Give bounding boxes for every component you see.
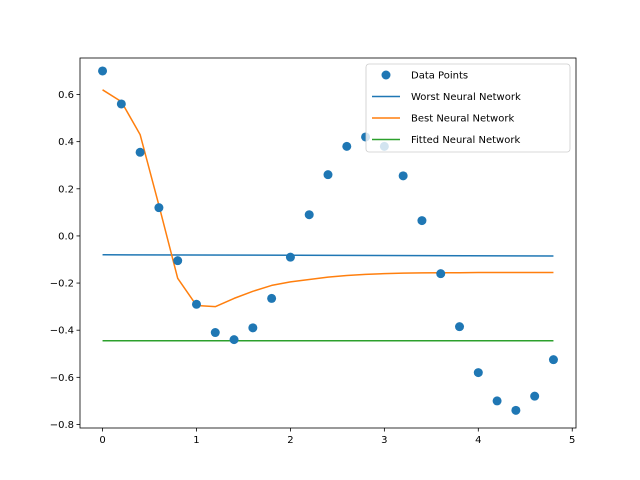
data-point — [455, 322, 465, 332]
data-point — [417, 216, 427, 226]
legend-label-2: Best Neural Network — [411, 114, 514, 125]
data-point — [285, 252, 295, 262]
data-point — [135, 147, 145, 157]
y-tick-label: 0.4 — [58, 137, 74, 148]
y-tick-label: 0.0 — [58, 231, 74, 242]
data-point — [248, 323, 258, 333]
data-point — [304, 210, 314, 220]
x-tick-label: 0 — [99, 435, 105, 446]
legend-box — [365, 63, 571, 153]
data-point — [436, 269, 446, 279]
plot-area — [98, 66, 558, 415]
x-tick-label: 1 — [193, 435, 199, 446]
x-tick-label: 4 — [475, 435, 481, 446]
y-tick-label: 0.6 — [58, 90, 74, 101]
data-point — [98, 66, 108, 76]
data-point — [323, 170, 333, 180]
legend: Data Points Worst Neural Network Best Neur… — [365, 63, 571, 153]
data-point — [511, 405, 521, 415]
legend-label-0: Data Points — [411, 71, 468, 82]
y-tick-label: −0.8 — [50, 420, 74, 431]
series-line-1 — [102, 254, 554, 257]
data-point — [116, 99, 126, 109]
legend-marker-0 — [381, 70, 391, 80]
data-point — [191, 299, 201, 309]
y-tick-label: −0.2 — [50, 279, 74, 290]
data-point — [548, 355, 558, 365]
axes: 0 1 2 3 4 5 −0.8 −0.6 −0.4 −0.2 0.0 0.2 0.4 0.6 — [50, 57, 577, 446]
data-point — [154, 203, 164, 213]
data-point — [492, 396, 502, 406]
data-point — [473, 368, 483, 378]
y-tick-label: −0.4 — [50, 326, 74, 337]
data-point — [530, 391, 540, 401]
x-tick-label: 2 — [287, 435, 293, 446]
data-point — [342, 141, 352, 151]
axes-frame — [79, 57, 577, 429]
x-tick-label: 5 — [569, 435, 575, 446]
data-point — [229, 335, 239, 345]
data-point — [210, 328, 220, 338]
y-tick-label: −0.6 — [50, 373, 74, 384]
data-point — [398, 171, 408, 181]
data-point — [267, 293, 277, 303]
series-line-2 — [102, 89, 554, 308]
data-point — [173, 256, 183, 266]
legend-label-3: Fitted Neural Network — [411, 135, 520, 146]
legend-label-1: Worst Neural Network — [411, 92, 521, 103]
x-tick-label: 3 — [381, 435, 387, 446]
y-tick-label: 0.2 — [58, 184, 74, 195]
